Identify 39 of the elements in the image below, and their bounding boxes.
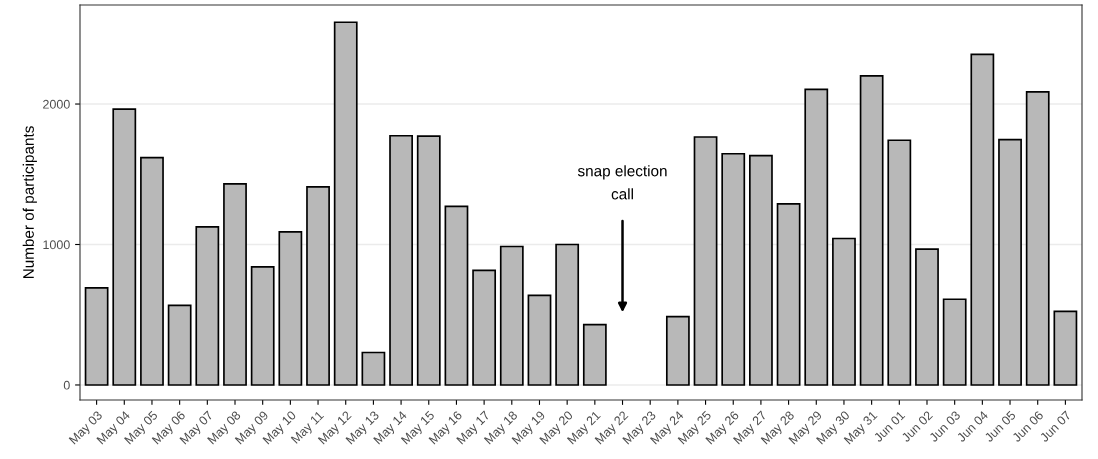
bar: [693, 136, 718, 386]
bar: [167, 304, 192, 386]
bar: [306, 186, 330, 386]
annotation: snap election call: [577, 165, 667, 200]
bar: [223, 183, 247, 386]
bar: [112, 108, 137, 386]
bar: [887, 139, 912, 386]
bar: [361, 351, 386, 386]
bar: [915, 248, 939, 386]
bar: [195, 225, 220, 386]
bar: [472, 269, 497, 386]
y-tick-label: 2000: [43, 99, 70, 109]
y-axis-title: Number of participants: [22, 126, 37, 279]
bar: [250, 265, 275, 386]
bar: [444, 205, 469, 386]
bar: [998, 138, 1022, 386]
bar: [1025, 91, 1050, 386]
bar: [140, 156, 164, 386]
bar: [416, 135, 441, 386]
bar: [555, 243, 580, 386]
bar: [859, 75, 884, 386]
bar: [582, 323, 607, 386]
y-tick-label: 1000: [43, 240, 70, 250]
bar: [970, 53, 995, 386]
bar: [832, 237, 856, 386]
bar: [389, 134, 413, 386]
bar: [333, 21, 358, 386]
bar: [721, 152, 746, 386]
bar: [499, 245, 524, 386]
bar: [1053, 310, 1078, 386]
bar: [776, 203, 801, 386]
bar: [278, 231, 303, 386]
bar: [804, 88, 829, 386]
bar: [665, 315, 690, 386]
bar: [527, 294, 552, 386]
bar: [942, 298, 967, 386]
bar: [84, 287, 109, 386]
bar: [749, 154, 773, 386]
y-tick-label: 0: [63, 380, 70, 390]
